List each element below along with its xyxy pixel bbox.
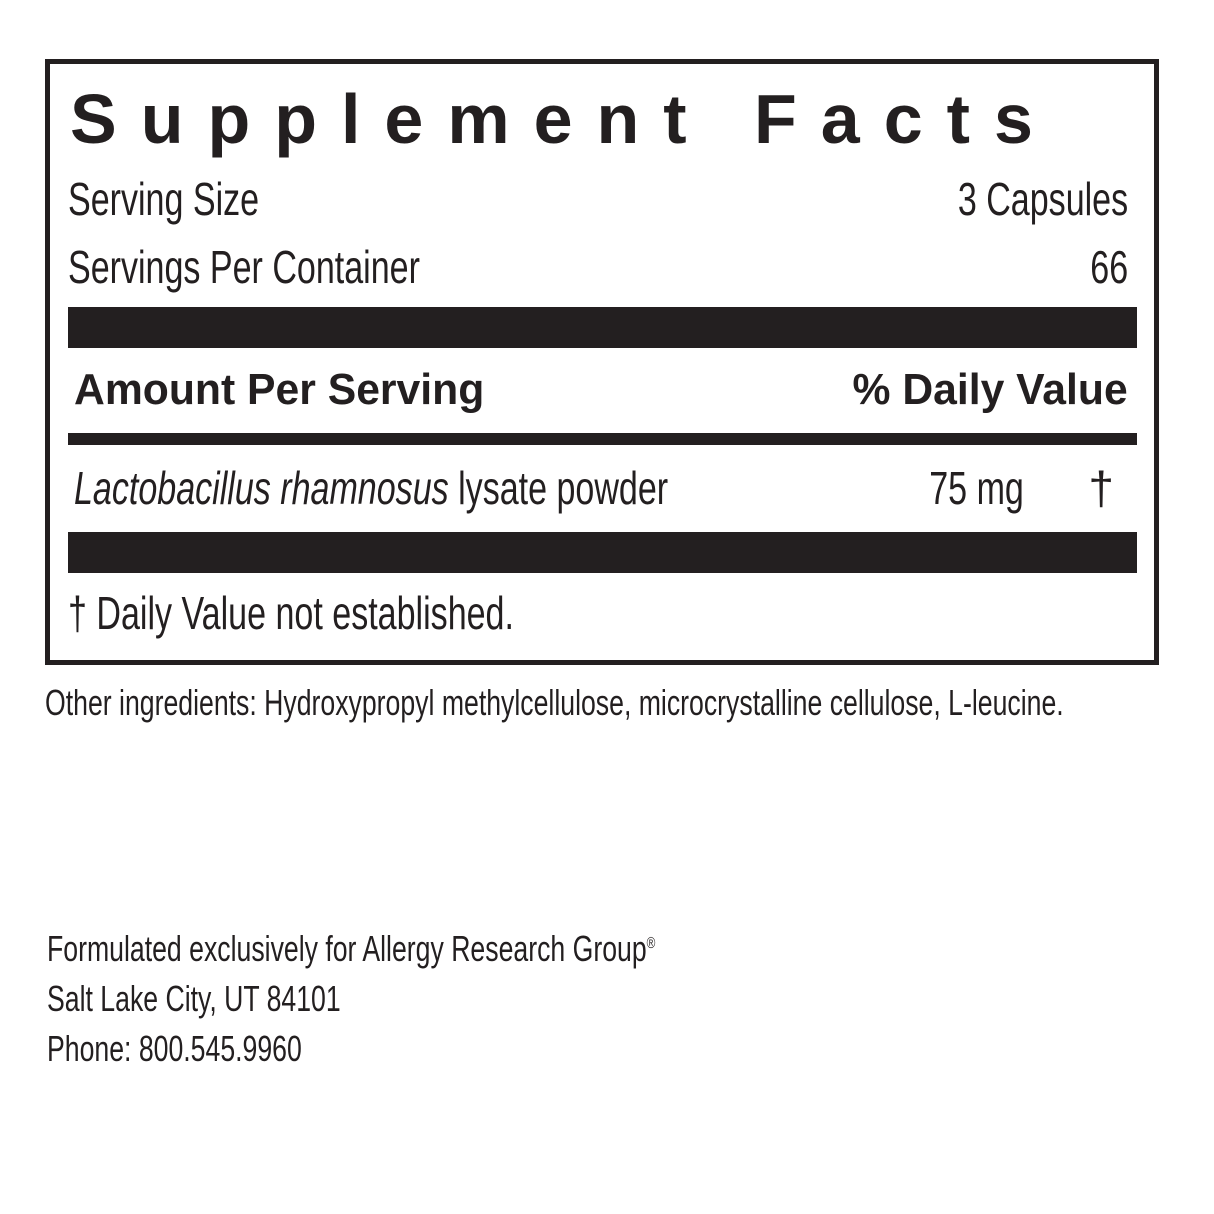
thick-rule bbox=[68, 532, 1137, 573]
manufacturer-address: Salt Lake City, UT 84101 bbox=[47, 978, 341, 1019]
amount-header: Amount Per Serving bbox=[74, 365, 485, 414]
ingredient-row: Lactobacillus rhamnosus lysate powder bbox=[74, 465, 668, 511]
registered-mark: ® bbox=[646, 935, 656, 952]
medium-rule bbox=[68, 433, 1137, 445]
manufacturer-line: Formulated exclusively for Allergy Resea… bbox=[47, 926, 655, 973]
serving-size-value: 3 Capsules bbox=[957, 173, 1128, 225]
servings-label: Servings Per Container bbox=[68, 241, 420, 293]
manufacturer-text: Formulated exclusively for Allergy Resea… bbox=[47, 928, 647, 969]
serving-size-label: Serving Size bbox=[68, 173, 260, 225]
ingredient-description: lysate powder bbox=[458, 462, 669, 514]
thick-rule bbox=[68, 307, 1137, 348]
footnote: † Daily Value not established. bbox=[68, 587, 514, 639]
servings-value: 66 bbox=[1090, 241, 1128, 293]
ingredient-amount: 75 mg bbox=[929, 462, 1024, 514]
manufacturer-phone: Phone: 800.545.9960 bbox=[47, 1028, 302, 1069]
ingredient-daily-value: † bbox=[1088, 462, 1114, 514]
ingredient-name: Lactobacillus rhamnosus bbox=[74, 462, 449, 514]
label-title: Supplement Facts bbox=[70, 80, 1057, 158]
other-ingredients: Other ingredients: Hydroxypropyl methylc… bbox=[45, 682, 1064, 723]
daily-value-header: % Daily Value bbox=[852, 365, 1128, 414]
label-border bbox=[45, 59, 1159, 665]
